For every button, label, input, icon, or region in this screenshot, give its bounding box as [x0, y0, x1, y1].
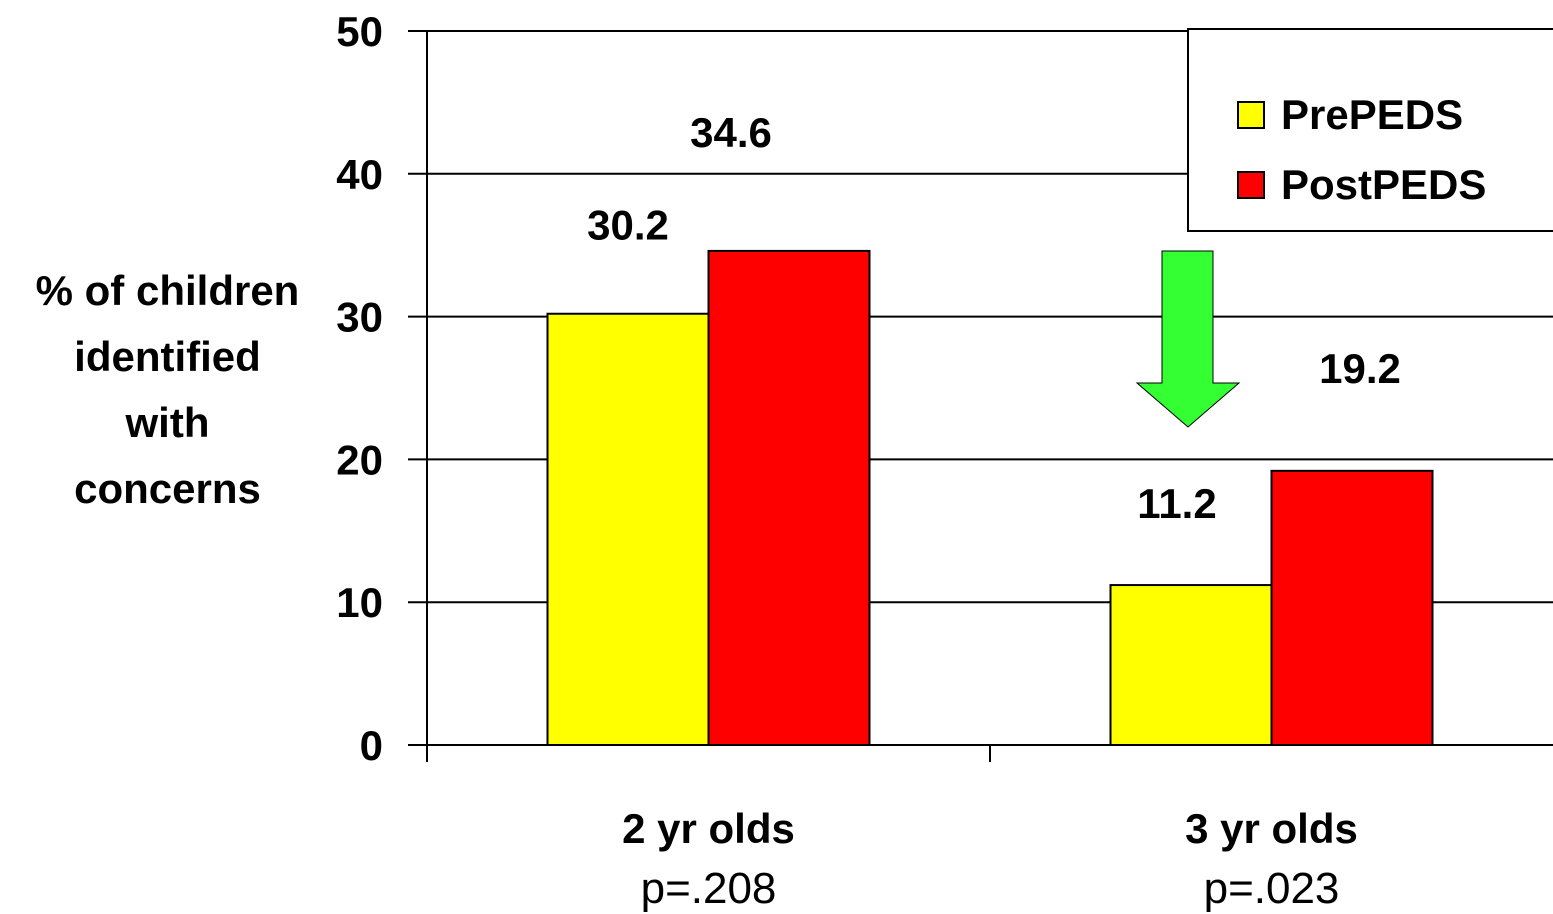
- legend: PrePEDS PostPEDS: [1187, 28, 1553, 232]
- legend-label: PrePEDS: [1281, 91, 1464, 138]
- category-label: 2 yr olds: [622, 805, 795, 852]
- legend-swatch-prepeds: [1237, 101, 1265, 129]
- legend-item-postpeds: PostPEDS: [1237, 160, 1486, 210]
- category-label: 3 yr olds: [1185, 805, 1358, 852]
- y-tick-label: 30: [336, 294, 383, 341]
- data-label: 30.2: [587, 202, 669, 249]
- y-tick-label: 40: [336, 151, 383, 198]
- bar: [707, 249, 871, 747]
- axes: [426, 31, 1553, 762]
- category-labels: 2 yr olds p=.208 3 yr olds p=.023: [622, 805, 1358, 913]
- y-tick-label: 10: [336, 579, 383, 626]
- bar: [1270, 469, 1434, 746]
- y-axis-label-line: identified: [74, 333, 261, 380]
- y-axis-label-line: concerns: [74, 465, 261, 512]
- data-label: 11.2: [1137, 480, 1216, 527]
- legend-label: PostPEDS: [1281, 161, 1487, 208]
- bars: [546, 249, 1434, 747]
- y-axis-label-line: % of children: [35, 267, 300, 314]
- y-tick-label: 20: [336, 436, 383, 483]
- y-ticks: 0 10 20 30 40 50: [336, 8, 427, 769]
- legend-swatch-postpeds: [1237, 171, 1265, 199]
- data-label: 34.6: [690, 109, 772, 156]
- y-axis-label: % of children identified with concerns: [0, 258, 335, 522]
- p-value-label: p=.023: [1204, 864, 1340, 913]
- y-tick-label: 0: [360, 722, 383, 769]
- legend-item-prepeds: PrePEDS: [1237, 90, 1463, 140]
- p-value-label: p=.208: [641, 864, 777, 913]
- bar: [1109, 584, 1273, 747]
- bar: [546, 312, 710, 746]
- y-tick-label: 50: [336, 8, 383, 55]
- y-axis-label-line: with: [125, 399, 210, 446]
- down-arrow-icon: [1135, 250, 1241, 428]
- data-labels: 30.2 34.6 11.2 19.2: [587, 109, 1401, 527]
- data-label: 19.2: [1319, 345, 1401, 392]
